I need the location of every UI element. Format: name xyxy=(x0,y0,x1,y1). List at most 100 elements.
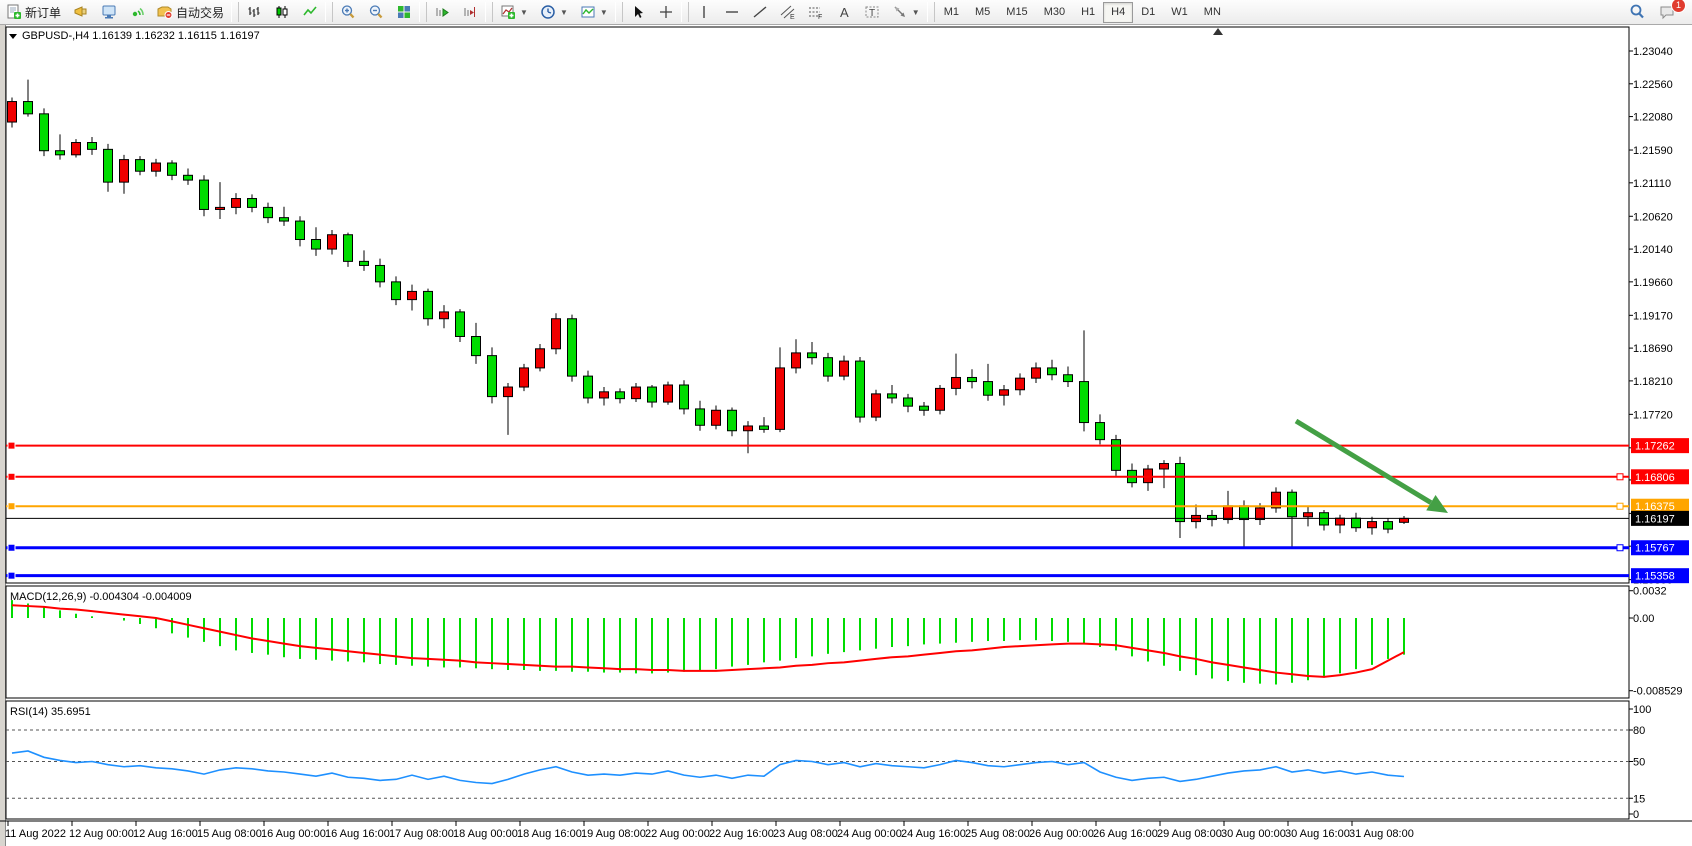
line-handle[interactable] xyxy=(1616,544,1624,552)
price-label-text: 1.16197 xyxy=(1635,513,1675,525)
line-handle[interactable] xyxy=(1616,473,1624,481)
autotrade-button-label: 自动交易 xyxy=(176,5,225,20)
market-button[interactable] xyxy=(96,1,122,24)
timeframe-m30-button[interactable]: M30 xyxy=(1043,6,1066,18)
time-tick-label: 25 Aug 08:00 xyxy=(965,828,1030,840)
timeframe-d1-button[interactable]: D1 xyxy=(1141,6,1156,18)
autotrade-button[interactable]: 自动交易 xyxy=(152,1,229,24)
price-label-box xyxy=(1631,498,1689,514)
timeframe-h1-button[interactable]: H1 xyxy=(1081,6,1096,18)
time-tick-label: 30 Aug 00:00 xyxy=(1221,828,1286,840)
vertical-line-button[interactable] xyxy=(691,1,717,24)
time-tick-label: 17 Aug 08:00 xyxy=(389,828,454,840)
rsi-axis-label: 80 xyxy=(1633,725,1645,737)
trendline-button[interactable] xyxy=(747,1,773,24)
trend-arrow[interactable] xyxy=(1294,418,1448,513)
label-button[interactable]: T xyxy=(859,1,885,24)
horizontal-levels[interactable] xyxy=(6,441,1629,580)
macd-pane[interactable] xyxy=(5,585,1630,699)
line-handle[interactable] xyxy=(1616,502,1624,510)
toolbar-separator xyxy=(419,2,428,22)
indicators-button[interactable]: ▼ xyxy=(495,1,533,24)
candle-body xyxy=(407,290,417,301)
text-button[interactable]: A xyxy=(831,1,857,24)
zoom-out-button[interactable] xyxy=(363,1,389,24)
new-order-button[interactable]: 新订单 xyxy=(1,1,66,24)
horizontal-line-button[interactable] xyxy=(719,1,745,24)
line-handle[interactable] xyxy=(7,571,16,580)
macd-indicator: MACD(12,26,9) -0.004304 -0.004009 0.0032 0… xyxy=(10,586,1683,698)
chat-button[interactable]: 1 xyxy=(1653,0,1686,24)
zoom-in-icon xyxy=(340,4,356,20)
candle-body xyxy=(55,150,65,156)
rsi-indicator: RSI(14) 35.6951 100 80 50 15 0 xyxy=(6,704,1651,821)
chart-shift-marker[interactable] xyxy=(1213,28,1223,35)
candle-chart-button[interactable] xyxy=(269,1,295,24)
timeframe-w1-button[interactable]: W1 xyxy=(1171,6,1188,18)
chevron-down-icon[interactable]: ▼ xyxy=(911,7,920,17)
macd-axis-label: 0.0032 xyxy=(1633,586,1667,598)
time-tick-label: 26 Aug 00:00 xyxy=(1029,828,1094,840)
auto-scroll-button[interactable] xyxy=(429,1,455,24)
time-axis[interactable]: 11 Aug 2022 12 Aug 00:00 12 Aug 16:00 15 Au… xyxy=(5,821,1414,840)
candle-body xyxy=(71,142,81,156)
time-tick-label: 22 Aug 00:00 xyxy=(645,828,710,840)
line-handle[interactable] xyxy=(7,441,16,450)
timeframe-h4-button[interactable]: H4 xyxy=(1103,1,1134,23)
chart-shift-button[interactable] xyxy=(457,1,483,24)
signals-button[interactable] xyxy=(124,1,150,24)
timeframe-mn-button[interactable]: MN xyxy=(1203,6,1221,18)
line-icon xyxy=(302,4,318,20)
channel-icon: E xyxy=(780,4,796,20)
line-chart-button[interactable] xyxy=(297,1,323,24)
line-handle[interactable] xyxy=(7,502,16,511)
chevron-down-icon[interactable]: ▼ xyxy=(520,7,528,17)
tile-windows-button[interactable] xyxy=(391,1,417,24)
template-icon xyxy=(580,4,596,20)
chevron-down-icon[interactable]: ▼ xyxy=(599,7,608,17)
price-chart[interactable]: 1.23040 1.22560 1.22080 1.21590 1.21110 1.206… xyxy=(0,25,1692,846)
line-handle[interactable] xyxy=(7,543,16,552)
cursor-button[interactable] xyxy=(625,1,651,24)
zoom-in-button[interactable] xyxy=(335,1,361,24)
price-label-box xyxy=(1631,568,1689,584)
timeframe-m15-button[interactable]: M15 xyxy=(1006,6,1028,18)
time-tick-label: 24 Aug 00:00 xyxy=(837,828,902,840)
shapes-button[interactable]: ▼ xyxy=(887,1,925,24)
periods-button[interactable]: ▼ xyxy=(535,1,573,24)
crosshair-button[interactable] xyxy=(653,1,679,24)
chevron-down-icon[interactable]: ▼ xyxy=(559,7,568,17)
candle-body xyxy=(1015,377,1025,391)
candle-body xyxy=(359,260,369,266)
alerts-button[interactable] xyxy=(68,1,94,24)
timeframe-m5-button[interactable]: M5 xyxy=(975,6,991,18)
collapse-triangle-icon[interactable] xyxy=(9,34,17,39)
chart-window[interactable]: 1.23040 1.22560 1.22080 1.21590 1.21110 1.206… xyxy=(0,25,1692,846)
main-pane[interactable] xyxy=(5,26,1630,584)
svg-text:F: F xyxy=(818,14,822,20)
time-tick-label: 24 Aug 16:00 xyxy=(901,828,966,840)
candle-body xyxy=(247,198,257,208)
price-tick-label: 1.21590 xyxy=(1633,145,1673,157)
search-button[interactable] xyxy=(1623,1,1651,24)
candle-body xyxy=(1223,505,1233,521)
candle-body xyxy=(375,264,385,283)
channel-button[interactable]: E xyxy=(775,1,801,24)
line-handle[interactable] xyxy=(7,472,16,481)
timeframe-m1-button[interactable]: M1 xyxy=(943,6,959,18)
autotrade-icon xyxy=(157,4,173,20)
candle-body xyxy=(551,318,561,350)
candle-body xyxy=(1351,517,1361,529)
tile-icon xyxy=(396,4,412,20)
candle-body xyxy=(871,393,881,418)
bar-chart-button[interactable] xyxy=(241,1,267,24)
rsi-axis-label: 0 xyxy=(1633,809,1639,821)
templates-button[interactable]: ▼ xyxy=(575,1,613,24)
fibonacci-button[interactable]: F xyxy=(803,1,829,24)
price-tick-label: 1.22560 xyxy=(1633,79,1673,91)
arrow-head-icon xyxy=(1426,494,1448,513)
rsi-pane[interactable] xyxy=(5,700,1630,820)
time-tick-label: 31 Aug 08:00 xyxy=(1349,828,1414,840)
price-label-box xyxy=(1631,510,1689,526)
candle-body xyxy=(775,367,785,430)
